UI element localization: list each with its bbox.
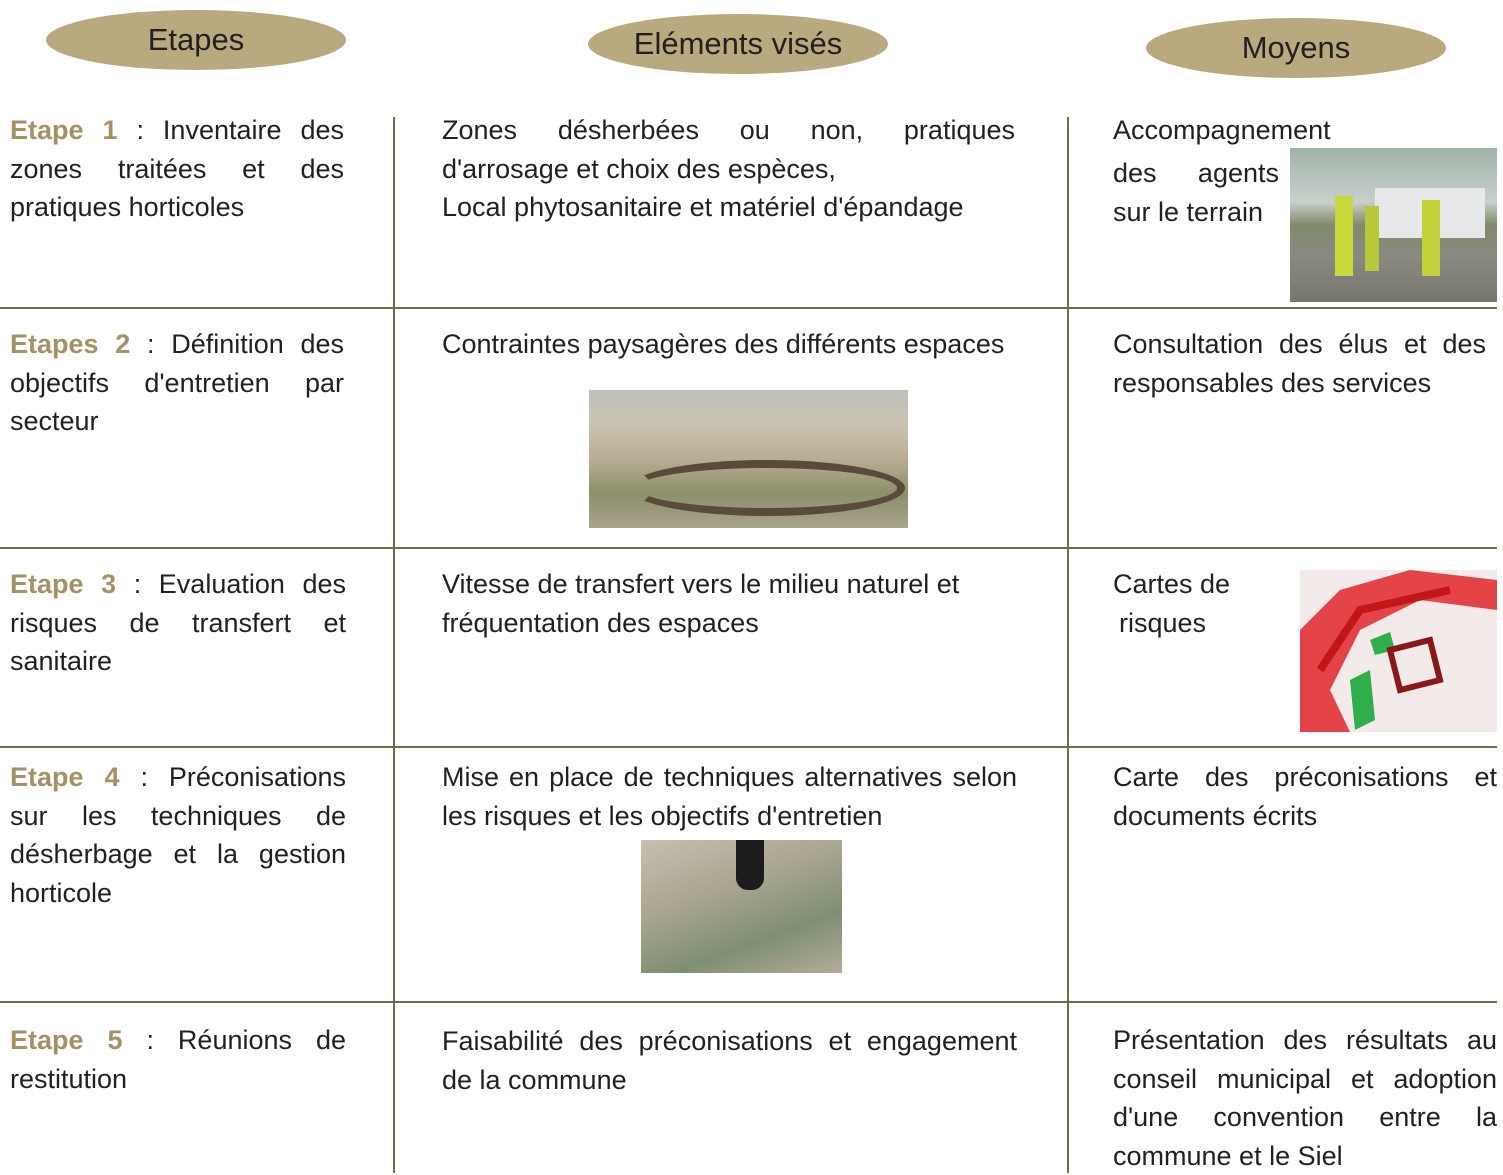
means-text: Carte des préconisations et documents éc… — [1113, 762, 1497, 831]
photo-detail — [629, 460, 905, 516]
step-description: : Préconisations sur les techniques de d… — [10, 762, 346, 908]
photo-detail — [1335, 196, 1353, 276]
elements-text: Vitesse de transfert vers le milieu natu… — [442, 569, 960, 638]
photo — [641, 840, 842, 973]
step-description: : Evaluation des risques de transfert et… — [10, 569, 346, 676]
step-label: Etape 4 — [10, 762, 120, 792]
photo-detail — [1365, 206, 1379, 271]
column-header: Etapes — [46, 10, 346, 70]
step-description: : Inventaire des zones traitées et des p… — [10, 115, 344, 222]
photo-detail — [1422, 200, 1440, 276]
elements-text: Zones désherbées ou non, pratiques d'arr… — [442, 115, 1015, 184]
step-label: Etape 3 — [10, 569, 117, 599]
photo-detail — [736, 840, 764, 890]
step-cell: Etape 3 : Evaluation des risques de tran… — [10, 565, 346, 681]
column-header: Eléments visés — [588, 14, 888, 74]
map-road — [1316, 586, 1451, 673]
map-area — [1300, 570, 1497, 732]
means-text: Présentation des résultats au conseil mu… — [1113, 1025, 1497, 1171]
means-text: Cartes de — [1113, 569, 1231, 599]
row-divider — [0, 746, 1497, 748]
elements-cell: Zones désherbées ou non, pratiques d'arr… — [442, 111, 1015, 227]
step-cell: Etape 1 : Inventaire des zones traitées … — [10, 111, 344, 227]
step-cell: Etapes 2 : Définition des objectifs d'en… — [10, 325, 344, 441]
step-description: : Définition des objectifs d'entretien p… — [10, 329, 344, 436]
column-header: Moyens — [1146, 18, 1446, 78]
photo — [589, 390, 908, 528]
step-label: Etape 1 — [10, 115, 118, 145]
means-text: Accompagnement — [1113, 115, 1331, 145]
row-divider — [0, 547, 1497, 549]
means-text: Consultation des élus et des responsable… — [1113, 329, 1486, 398]
map-drawing — [1300, 570, 1497, 732]
means-text: des agents sur le terrain — [1113, 158, 1279, 227]
means-text: risques — [1119, 608, 1207, 638]
column-divider — [393, 117, 395, 1173]
row-divider — [0, 1001, 1497, 1003]
map — [1300, 570, 1497, 732]
step-cell: Etape 4 : Préconisations sur les techniq… — [10, 758, 346, 912]
step-label: Etapes 2 — [10, 329, 131, 359]
elements-text: Faisabilité des préconisations et engage… — [442, 1026, 1017, 1095]
elements-text: Local phytosanitaire et matériel d'épand… — [442, 192, 964, 222]
column-divider — [1067, 117, 1069, 1173]
map-road — [1386, 636, 1444, 694]
step-description: : Réunions de restitution — [10, 1025, 346, 1094]
step-label: Etape 5 — [10, 1025, 123, 1055]
photo — [1290, 148, 1497, 302]
elements-text: Mise en place de techniques alternatives… — [442, 762, 1017, 831]
row-divider — [0, 307, 1497, 309]
step-cell: Etape 5 : Réunions de restitution — [10, 1021, 346, 1098]
map-area — [1350, 670, 1375, 730]
elements-text: Contraintes paysagères des différents es… — [442, 329, 1005, 359]
